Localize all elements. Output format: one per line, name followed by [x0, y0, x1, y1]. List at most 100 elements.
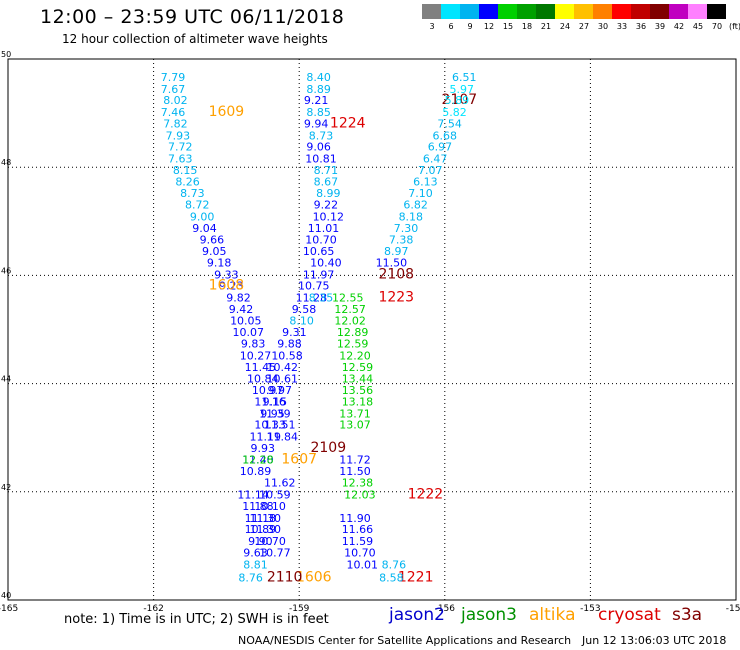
- y-tick-label: 46: [1, 266, 11, 275]
- wave-height-label: 7.93: [166, 129, 191, 142]
- wave-height-label: 12.20: [339, 349, 371, 362]
- color-swatch: [517, 4, 536, 19]
- color-swatch: [555, 4, 574, 19]
- color-swatch-label: 18: [521, 22, 533, 31]
- wave-height-label: 11.97: [303, 268, 335, 281]
- wave-height-label: 9.58: [292, 303, 317, 316]
- wave-height-label: 9.00: [190, 210, 215, 223]
- wave-height-label: 7.82: [163, 117, 188, 130]
- wave-height-label: 12.89: [337, 326, 369, 339]
- color-swatch-label: 30: [597, 22, 609, 31]
- wave-height-label: 7.63: [168, 153, 193, 166]
- wave-height-label: 11.18: [245, 512, 277, 525]
- color-swatch: [498, 4, 517, 19]
- wave-height-label: 11.90: [339, 512, 371, 525]
- wave-height-label: 5.82: [442, 106, 467, 119]
- pass-id-label: 1607: [281, 451, 317, 467]
- wave-height-label: 11.40: [242, 453, 274, 466]
- wave-height-label: 10.61: [266, 373, 298, 386]
- wave-height-label: 12.55: [332, 292, 364, 305]
- wave-height-label: 11.50: [339, 465, 371, 478]
- wave-height-label: 11.88: [242, 500, 274, 513]
- color-swatch: [536, 4, 555, 19]
- wave-height-label: 10.70: [305, 234, 337, 247]
- wave-height-label: 10.65: [303, 245, 335, 258]
- wave-height-label: 10.97: [252, 384, 284, 397]
- wave-height-label: 10.42: [266, 361, 298, 374]
- wave-height-label: 9.22: [314, 199, 339, 212]
- color-swatch: [422, 4, 441, 19]
- wave-height-label: 10.07: [232, 326, 264, 339]
- grid: [8, 59, 736, 600]
- chart-title: 12:00 – 23:59 UTC 06/11/2018: [40, 6, 345, 28]
- wave-height-label: 11.39: [259, 407, 291, 420]
- wave-height-label: 12.38: [342, 477, 374, 490]
- wave-height-label: 11.50: [376, 256, 408, 269]
- wave-height-label: 10.58: [271, 349, 303, 362]
- wave-height-label: 9.93: [251, 442, 276, 455]
- y-tick-label: 40: [1, 591, 11, 600]
- color-swatch: [612, 4, 631, 19]
- wave-height-label: 9.33: [214, 268, 239, 281]
- wave-height-label: 6.82: [403, 199, 428, 212]
- wave-height-label: 11.84: [266, 431, 298, 444]
- color-swatch: [707, 4, 726, 19]
- wave-height-label: 10.70: [254, 535, 286, 548]
- color-swatch-label: 39: [654, 22, 666, 31]
- color-swatch-label: 42: [673, 22, 685, 31]
- color-swatch-label: 36: [635, 22, 647, 31]
- wave-height-label: 8.18: [399, 210, 424, 223]
- pass-id-label: 2110: [267, 569, 303, 585]
- wave-height-label: 8.35: [309, 292, 334, 305]
- color-swatch-label: 3: [429, 22, 435, 31]
- wave-height-label: 8.15: [173, 164, 198, 177]
- wave-height-label: 11.59: [342, 535, 374, 548]
- footer-note: note: 1) Time is in UTC; 2) SWH is in fe…: [64, 612, 329, 627]
- wave-height-label: 6.13: [413, 175, 438, 188]
- wave-height-label: 10.89: [245, 523, 277, 536]
- wave-height-label: 12.57: [334, 303, 366, 316]
- color-swatch-label: 27: [578, 22, 590, 31]
- wave-height-label: 10.59: [259, 489, 291, 502]
- color-swatch: [574, 4, 593, 19]
- pass-id-label: 1222: [408, 487, 444, 503]
- pass-id-label: 1223: [378, 290, 414, 306]
- pass-id-label: 1609: [209, 104, 245, 120]
- wave-height-label: 9.88: [277, 338, 302, 351]
- wave-height-label: 8.89: [306, 83, 331, 96]
- wave-height-label: 10.33: [254, 419, 286, 432]
- wave-height-label: 9.95: [260, 407, 285, 420]
- chart-subtitle: 12 hour collection of altimeter wave hei…: [62, 32, 328, 46]
- color-swatch-label: 6: [448, 22, 454, 31]
- color-swatch-label: 45: [692, 22, 704, 31]
- pass-id-label: 1221: [398, 569, 434, 585]
- pass-id-label: 2108: [378, 266, 414, 282]
- x-tick-label: -156: [435, 604, 456, 614]
- pass-id-label: 2109: [310, 440, 346, 456]
- axis-ticks: -165 -162 -159 -156 -153 -150 50 48 46 44 42 40: [0, 50, 740, 614]
- wave-height-label: 7.79: [161, 71, 186, 84]
- wave-height-label: 8.81: [243, 558, 268, 571]
- color-swatch: [441, 4, 460, 19]
- wave-height-label: 9.66: [200, 234, 225, 247]
- wave-height-label: 8.10: [289, 314, 314, 327]
- plot-frame: [7, 58, 737, 601]
- wave-height-label: 9.06: [306, 141, 331, 154]
- wave-height-label: 9.18: [207, 256, 232, 269]
- wave-height-label: 11.28: [296, 292, 328, 305]
- wave-height-label: 11.01: [308, 222, 340, 235]
- y-tick-label: 48: [1, 158, 11, 167]
- wave-height-label: 7.07: [418, 164, 443, 177]
- wave-height-label: 12.59: [342, 361, 374, 374]
- wave-height-label: 9.21: [304, 94, 329, 107]
- wave-height-label: 12.28: [242, 453, 274, 466]
- wave-height-label: 6.51: [452, 71, 477, 84]
- wave-height-label: 9.83: [241, 338, 266, 351]
- wave-height-label: 8.26: [175, 175, 200, 188]
- wave-height-label: 13.56: [342, 384, 374, 397]
- wave-height-label: 11.72: [339, 453, 371, 466]
- wave-height-label: 10.12: [313, 210, 345, 223]
- wave-height-label: 9.23: [219, 280, 244, 293]
- footer-credit: NOAA/NESDIS Center for Satellite Applica…: [238, 634, 572, 647]
